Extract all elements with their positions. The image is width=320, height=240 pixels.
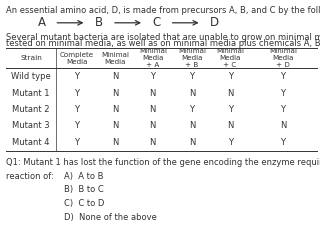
Text: N: N [189,138,195,147]
Text: N: N [112,105,118,114]
Text: N: N [112,89,118,97]
Text: Y: Y [74,138,79,147]
Text: Mutant 4: Mutant 4 [12,138,50,147]
Text: Minimal
Media
+ A: Minimal Media + A [139,48,167,68]
Text: Minimal
Media
+ D: Minimal Media + D [269,48,297,68]
Text: D: D [210,16,219,29]
Text: Y: Y [74,72,79,81]
Text: An essential amino acid, D, is made from precursors A, B, and C by the following: An essential amino acid, D, is made from… [6,6,320,15]
Text: N: N [227,89,233,97]
Text: Several mutant bacteria are isolated that are unable to grow on minimal media.  : Several mutant bacteria are isolated tha… [6,33,320,42]
Text: Y: Y [74,121,79,131]
Text: B)  B to C: B) B to C [64,186,104,194]
Text: Minimal
Media: Minimal Media [101,52,129,65]
Text: reaction of:: reaction of: [6,172,54,181]
Text: Y: Y [280,138,285,147]
Text: Y: Y [228,72,233,81]
Text: Mutant 3: Mutant 3 [12,121,50,131]
Text: Y: Y [228,105,233,114]
Text: Strain: Strain [20,55,42,61]
Text: Minimal
Media
+ C: Minimal Media + C [216,48,244,68]
Text: Complete
Media: Complete Media [60,52,94,65]
Text: B: B [95,16,103,29]
Text: N: N [189,89,195,97]
Text: N: N [150,89,156,97]
Text: N: N [112,121,118,131]
Text: C)  C to D: C) C to D [64,199,104,208]
Text: Y: Y [150,72,155,81]
Text: Q1: Mutant 1 has lost the function of the gene encoding the enzyme required for : Q1: Mutant 1 has lost the function of th… [6,158,320,167]
Text: A)  A to B: A) A to B [64,172,103,181]
Text: C: C [153,16,161,29]
Text: N: N [189,121,195,131]
Text: Y: Y [189,72,195,81]
Text: N: N [280,121,286,131]
Text: N: N [150,105,156,114]
Text: Mutant 1: Mutant 1 [12,89,50,97]
Text: N: N [150,121,156,131]
Text: Y: Y [228,138,233,147]
Text: Mutant 2: Mutant 2 [12,105,50,114]
Text: tested on minimal media, as well as on minimal media plus chemicals A, B, C and : tested on minimal media, as well as on m… [6,39,320,48]
Text: D)  None of the above: D) None of the above [64,213,157,222]
Text: A: A [38,16,46,29]
Text: Y: Y [280,72,285,81]
Text: Y: Y [280,105,285,114]
Text: N: N [150,138,156,147]
Text: Y: Y [74,89,79,97]
Text: N: N [112,72,118,81]
Text: N: N [227,121,233,131]
Text: Minimal
Media
+ B: Minimal Media + B [178,48,206,68]
Text: Wild type: Wild type [11,72,51,81]
Text: Y: Y [280,89,285,97]
Text: Y: Y [189,105,195,114]
Text: Y: Y [74,105,79,114]
Text: N: N [112,138,118,147]
